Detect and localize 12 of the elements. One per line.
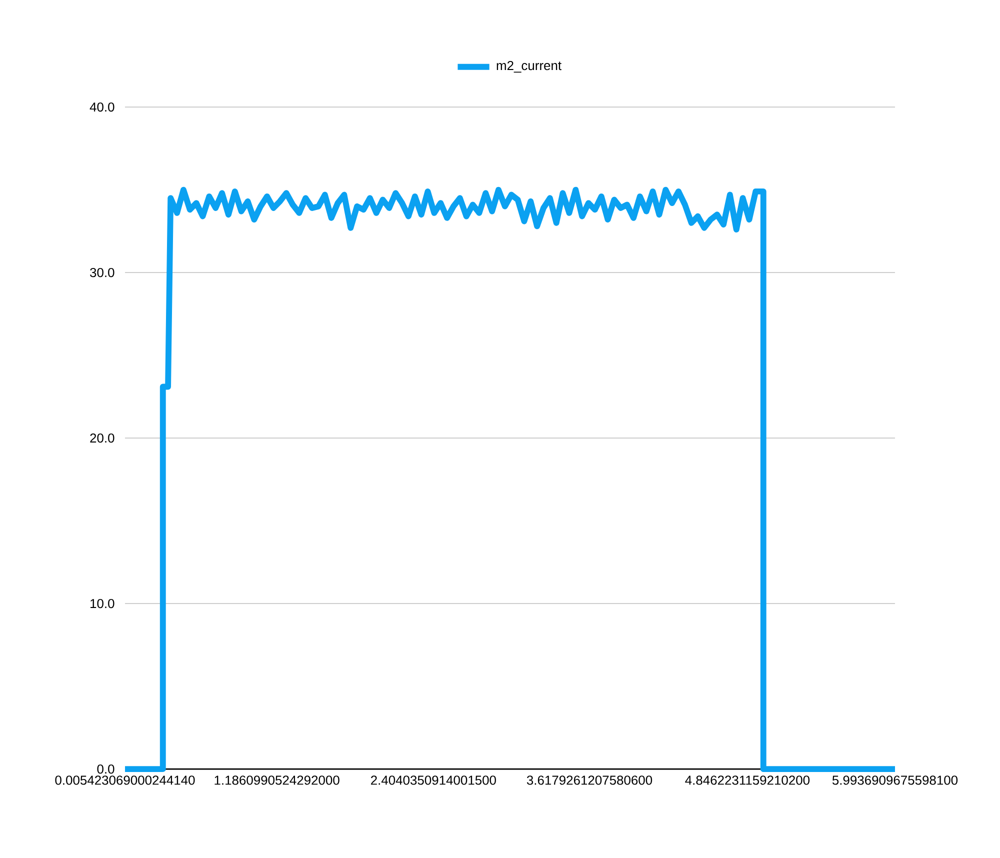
x-tick-label: 1.1860990524292000 xyxy=(214,776,340,785)
y-tick-label: 20.0 xyxy=(90,433,114,443)
x-tick-label: 5.9936909675598100 xyxy=(832,776,958,785)
x-tick-label: 0.005423069000244140 xyxy=(55,776,195,785)
y-tick-label: 30.0 xyxy=(90,268,114,278)
x-tick-label: 4.8462231159210200 xyxy=(685,776,810,785)
y-tick-label: 0.0 xyxy=(97,764,114,774)
legend-label: m2_current xyxy=(496,60,562,73)
x-tick-label: 3.6179261207580600 xyxy=(526,776,652,785)
y-tick-label: 10.0 xyxy=(90,599,114,608)
y-tick-label: 40.0 xyxy=(90,102,114,112)
x-tick-label: 2.4040350914001500 xyxy=(370,776,496,785)
